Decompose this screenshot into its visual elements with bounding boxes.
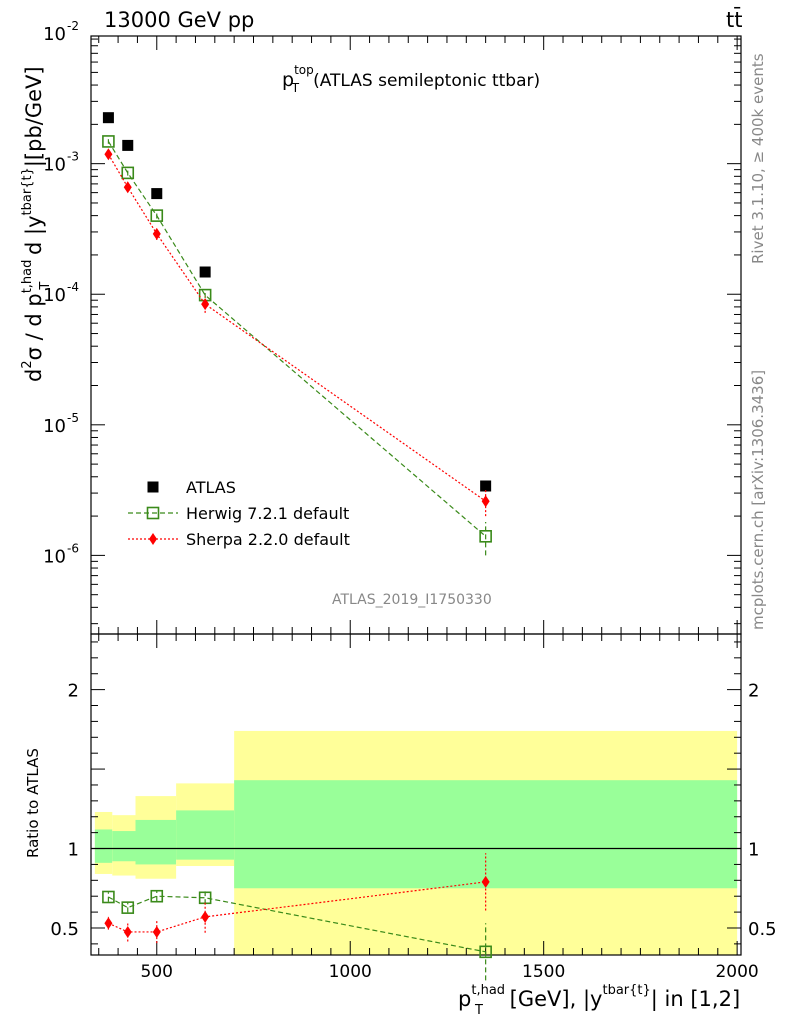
data-point [104,917,113,930]
title-p: p [282,69,294,91]
legend-marker [149,533,157,545]
data-point [201,910,210,923]
top-y-axis-label: d2σ / d pt,had T d |ytbar{t}|[pb/GeV] [20,66,53,382]
y-tick-label: 0.5 [50,919,79,940]
legend-label: Sherpa 2.2.0 default [186,530,350,549]
data-point [152,227,161,240]
series-line-1 [107,141,487,537]
data-point [481,495,490,508]
x-axis-label: pt,had T [GeV], |ytbar{t}| in [1,2] [458,983,740,1018]
uncertainty-band-green-4 [234,780,738,889]
y-tick-label: 1 [68,840,79,861]
ratio-y-axis-label: Ratio to ATLAS [24,748,42,858]
y-tick-label-right: 0.5 [748,919,777,940]
y-tick-label: 10 [43,285,66,306]
data-point [199,266,211,278]
data-point [150,889,164,903]
ylabel-d2: d [22,369,46,382]
ylabel-sup-thad: t,had [20,260,35,294]
y-tick-exponent: -6 [67,541,79,555]
legend: ATLAS Herwig 7.2.1 default Sherpa 2.2.0 de… [128,478,350,549]
main-plot-area: 10-610-510-410-310-2 [43,19,742,635]
xlabel-end: | in [1,2] [651,987,740,1012]
analysis-label: ATLAS_2019_I1750330 [332,592,492,608]
rivet-label: Rivet 3.1.10, ≥ 400k events [749,53,767,264]
y-tick-exponent: -4 [67,280,79,294]
title-rest: (ATLAS semileptonic ttbar) [313,71,540,91]
data-point [121,166,135,180]
y-tick-label: 10 [43,546,66,567]
xlabel-mid: [GeV], |y [503,987,602,1012]
title-sub: T [291,81,300,95]
ylabel-end: |[pb/GeV] [22,66,47,167]
data-point [102,135,115,148]
ratio-plot-area: 500 1000 1500 2000 0.5 0.5 1 1 2 2 [50,633,777,982]
uncertainty-band-green-0 [94,829,113,863]
data-point [479,530,492,543]
ylabel-sup-tbar: tbar{t} [20,167,35,215]
series-line-2 [107,153,486,502]
data-point [480,480,492,492]
xlabel-sub: T [474,1003,483,1018]
ylabel-sup2: 2 [20,360,35,368]
y-tick-label: 10 [43,155,66,176]
data-point [123,925,132,938]
plot-title: ptop T (ATLAS semileptonic ttbar) [282,63,540,95]
x-tick-label: 2000 [715,962,758,982]
bottom-frame [90,633,742,956]
xlabel-sup: t,had [471,983,505,998]
legend-label: Herwig 7.2.1 default [186,504,349,523]
uncertainty-band-green-2 [135,819,177,865]
data-point [151,188,163,200]
y-tick-label: 10 [43,416,66,437]
data-point [122,139,134,151]
ylabel-mid: d |y [22,215,47,261]
legend-label: ATLAS [186,478,236,497]
series-line-0 [108,895,486,953]
data-point [102,890,115,904]
data-point [102,112,114,124]
y-tick-label-right: 2 [748,681,759,702]
data-point [481,875,490,888]
uncertainty-band-green-3 [176,810,235,860]
data-point [479,945,492,959]
y-tick-label: 2 [68,681,79,702]
y-tick-exponent: -3 [67,150,79,164]
mcplots-label: mcplots.cern.ch [arXiv:1306.3436] [749,370,767,630]
x-tick-label: 500 [141,962,173,982]
data-point [150,209,164,222]
data-point [201,298,210,311]
xlabel-sup2: tbar{t} [602,983,650,998]
data-point [123,181,132,194]
energy-label: 13000 GeV pp [104,8,254,32]
data-point [121,901,135,914]
title-sup: top [294,63,314,77]
y-tick-exponent: -2 [67,19,79,33]
y-tick-label-right: 1 [748,840,759,861]
data-point [152,925,161,938]
legend-marker [146,506,160,520]
process-label: tt̄ [726,7,742,32]
y-tick-exponent: -5 [67,411,79,425]
uncertainty-band-green-1 [112,831,136,862]
xlabel-p: p [458,987,471,1011]
ylabel-sigma: σ / d p [22,293,46,360]
legend-marker [147,481,159,493]
y-tick-label: 10 [43,24,66,45]
ylabel-sub-t: T [38,282,53,291]
x-tick-label: 1000 [329,962,372,982]
x-tick-label: 1500 [522,962,565,982]
data-point [104,148,113,161]
